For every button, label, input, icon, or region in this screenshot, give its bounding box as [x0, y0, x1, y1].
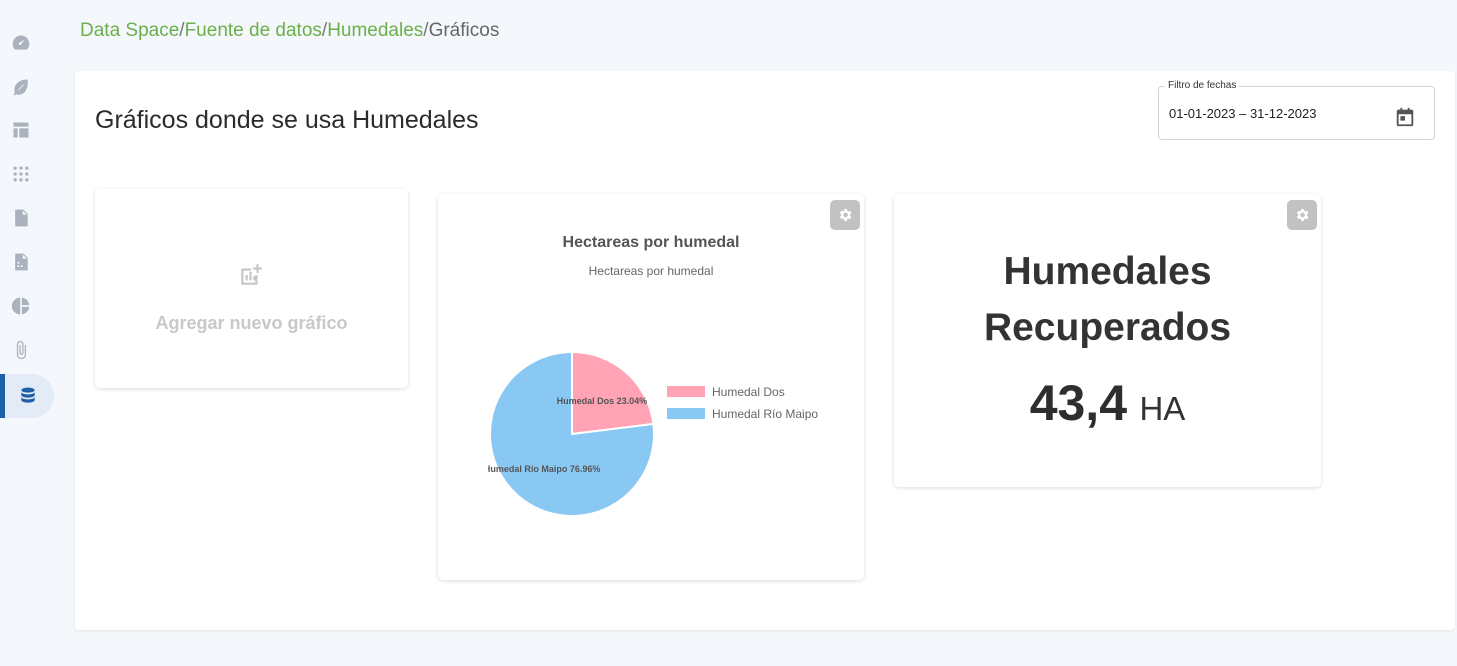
metric-unit: HA: [1139, 390, 1186, 427]
add-chart-card[interactable]: Agregar nuevo gráfico: [95, 189, 408, 388]
legend-label[interactable]: Humedal Río Maipo: [712, 407, 818, 421]
document-dots-icon: [15, 253, 28, 271]
metric-value-row: 43,4 HA: [894, 374, 1321, 432]
breadcrumb: Data Space / Fuente de datos / Humedales…: [80, 20, 499, 42]
pie-data-label: Humedal Río Maipo 76.96%: [484, 464, 601, 474]
paperclip-icon: [16, 340, 26, 360]
breadcrumb-current: Gráficos: [428, 20, 500, 41]
breadcrumb-separator: /: [179, 20, 185, 41]
sidebar-item-data-space[interactable]: [0, 374, 54, 418]
add-chart-icon: [238, 262, 264, 288]
breadcrumb-fuente-de-datos[interactable]: Fuente de datos: [184, 20, 322, 41]
document-check-icon: [15, 209, 28, 227]
add-chart-label: Agregar nuevo gráfico: [155, 313, 348, 333]
breadcrumb-separator: /: [321, 20, 328, 41]
leaf-icon: [13, 79, 28, 96]
sidebar: [0, 0, 58, 666]
gear-icon: [1296, 209, 1309, 221]
sidebar-item-environment[interactable]: [0, 65, 54, 109]
table-icon: [13, 122, 29, 138]
page-title: Gráficos donde se usa Humedales: [95, 106, 479, 134]
legend-swatch[interactable]: [667, 386, 705, 397]
sidebar-item-dashboard[interactable]: [0, 21, 54, 65]
sidebar-item-tables[interactable]: [0, 108, 54, 152]
calendar-icon[interactable]: [1394, 106, 1416, 128]
pie-chart: Humedal Dos 23.04% Humedal Río Maipo 76.9…: [484, 350, 818, 517]
pie-slice[interactable]: [489, 350, 655, 517]
sidebar-item-attachments[interactable]: [0, 328, 54, 372]
main-panel: Gráficos donde se usa Humedales Filtro d…: [75, 71, 1455, 630]
database-icon: [21, 387, 35, 403]
sidebar-item-apps[interactable]: [0, 152, 54, 196]
metric-settings-button[interactable]: [1287, 200, 1317, 230]
gear-icon: [839, 209, 852, 221]
chart-card: Hectareas por humedal Hectareas por hume…: [438, 194, 864, 580]
breadcrumb-separator: /: [423, 20, 429, 41]
sidebar-item-reports[interactable]: [0, 196, 54, 240]
metric-title: Humedales Recuperados: [983, 250, 1232, 349]
legend-swatch[interactable]: [667, 408, 705, 419]
sidebar-item-charts[interactable]: [0, 284, 54, 328]
pie-data-label: Humedal Dos 23.04%: [557, 396, 648, 406]
breadcrumb-humedales[interactable]: Humedales: [327, 20, 424, 41]
apps-grid-icon: [13, 166, 29, 182]
pie-slice[interactable]: [571, 350, 655, 436]
breadcrumb-data-space[interactable]: Data Space: [80, 20, 180, 41]
legend-label[interactable]: Humedal Dos: [712, 385, 785, 399]
chart-subtitle: Hectareas por humedal: [588, 264, 714, 278]
date-filter-value[interactable]: 01-01-2023 – 31-12-2023: [1169, 106, 1317, 121]
chart-settings-button[interactable]: [830, 200, 860, 230]
metric-value: 43,4: [1029, 375, 1128, 431]
pie-chart-icon: [11, 297, 30, 315]
metric-card: Humedales Recuperados 43,4 HA: [894, 194, 1321, 487]
chart-title: Hectareas por humedal: [562, 234, 740, 251]
date-filter-label: Filtro de fechas: [1165, 80, 1240, 91]
speedometer-icon: [12, 35, 30, 50]
sidebar-item-documents[interactable]: [0, 240, 54, 284]
date-filter-field[interactable]: Filtro de fechas 01-01-2023 – 31-12-2023: [1158, 80, 1435, 140]
